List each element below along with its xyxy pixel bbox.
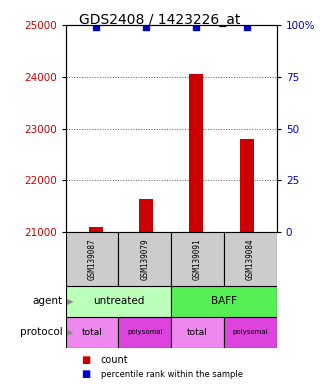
Text: GDS2408 / 1423226_at: GDS2408 / 1423226_at: [79, 13, 241, 27]
Point: [244, 24, 249, 30]
Bar: [66, 232, 118, 286]
Bar: [240, 139, 254, 232]
Text: ■: ■: [82, 355, 91, 365]
Text: agent: agent: [32, 296, 62, 306]
Text: count: count: [101, 355, 128, 365]
Text: total: total: [82, 328, 102, 337]
Bar: [171, 286, 277, 317]
Bar: [66, 286, 171, 317]
Bar: [224, 232, 277, 286]
Bar: [171, 232, 224, 286]
Text: GSM139084: GSM139084: [246, 238, 255, 280]
Text: ▶: ▶: [67, 297, 74, 306]
Bar: [189, 74, 204, 232]
Text: untreated: untreated: [93, 296, 144, 306]
Bar: [118, 317, 171, 348]
Text: ■: ■: [82, 369, 91, 379]
Text: protocol: protocol: [20, 327, 62, 337]
Text: BAFF: BAFF: [211, 296, 237, 306]
Point: [143, 24, 148, 30]
Bar: [118, 232, 171, 286]
Text: GSM139087: GSM139087: [87, 238, 97, 280]
Text: ▶: ▶: [67, 328, 74, 337]
Text: polysomal: polysomal: [127, 329, 163, 335]
Bar: [66, 317, 118, 348]
Bar: [171, 317, 224, 348]
Text: percentile rank within the sample: percentile rank within the sample: [101, 370, 243, 379]
Point: [194, 24, 199, 30]
Bar: [139, 199, 153, 232]
Text: GSM139091: GSM139091: [193, 238, 202, 280]
Text: GSM139079: GSM139079: [140, 238, 149, 280]
Bar: [89, 227, 103, 232]
Point: [93, 24, 98, 30]
Bar: [224, 317, 277, 348]
Text: polysomal: polysomal: [233, 329, 268, 335]
Text: total: total: [187, 328, 208, 337]
